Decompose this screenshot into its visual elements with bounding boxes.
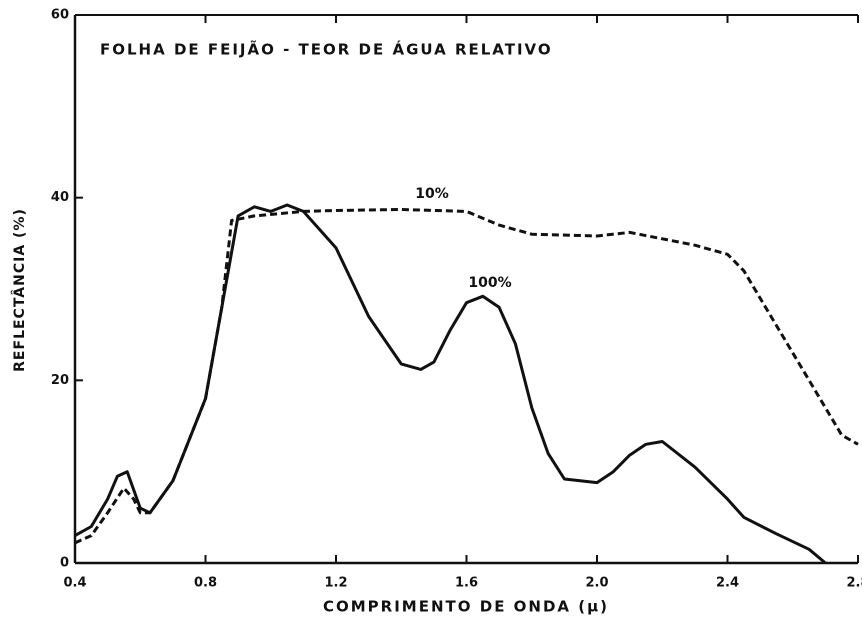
y-tick-label: 40 xyxy=(51,190,69,205)
y-tick-label: 60 xyxy=(51,8,69,23)
y-tick-label: 0 xyxy=(60,556,69,571)
x-tick-label: 1.6 xyxy=(455,576,478,591)
series-line xyxy=(74,208,859,545)
x-tick-label: 2.8 xyxy=(846,576,862,591)
chart-title: FOLHA DE FEIJÃO - TEOR DE ÁGUA RELATIVO xyxy=(100,40,553,59)
x-tick-label: 1.2 xyxy=(324,576,347,591)
series-label: 10% xyxy=(415,186,449,202)
x-axis-label: COMPRIMENTO DE ONDA (μ) xyxy=(323,598,609,616)
series-line xyxy=(74,203,827,565)
y-tick-label: 20 xyxy=(51,373,69,388)
x-tick-label: 0.8 xyxy=(194,576,217,591)
x-tick-label: 2.0 xyxy=(585,576,608,591)
series-label: 100% xyxy=(468,275,511,291)
y-axis-label: REFLECTÂNCIA (%) xyxy=(11,208,28,372)
x-tick-label: 2.4 xyxy=(716,576,739,591)
x-tick-label: 0.4 xyxy=(63,576,86,591)
